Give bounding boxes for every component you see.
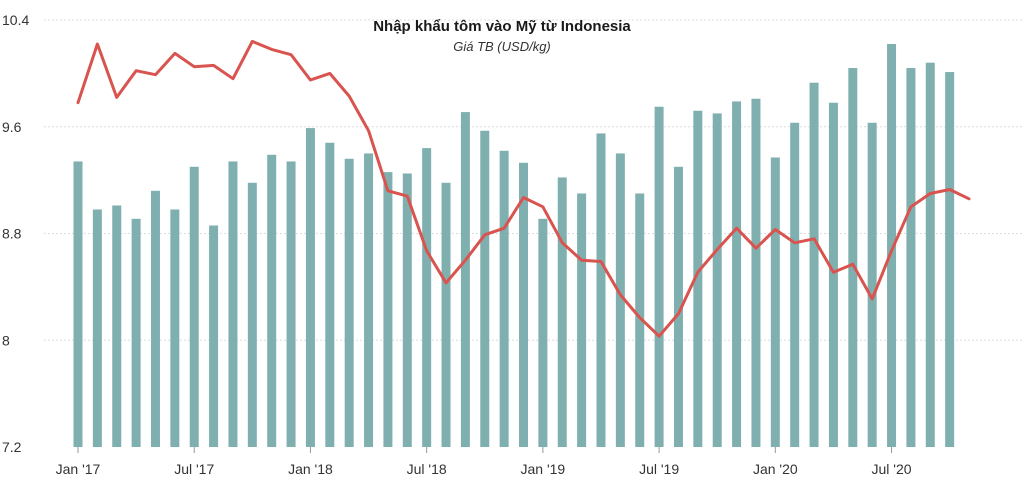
x-tick-label: Jul '20 xyxy=(872,461,912,477)
bar xyxy=(673,166,683,447)
bar xyxy=(383,172,393,447)
x-tick-label: Jul '18 xyxy=(407,461,447,477)
line-series xyxy=(76,39,971,338)
bar xyxy=(945,72,955,448)
bar xyxy=(228,161,238,447)
bar xyxy=(92,209,102,447)
y-tick-label: 8.8 xyxy=(2,226,22,242)
bar xyxy=(848,68,858,447)
bar xyxy=(828,102,838,447)
line-series-path xyxy=(76,39,971,338)
bar xyxy=(577,193,587,447)
bar xyxy=(925,62,935,447)
bar xyxy=(499,150,509,448)
bar xyxy=(480,130,490,448)
bar xyxy=(131,218,141,447)
bar xyxy=(887,44,897,448)
x-tick-label: Jan '17 xyxy=(56,461,101,477)
bar xyxy=(809,82,819,447)
bar xyxy=(615,153,625,447)
x-tick-label: Jul '19 xyxy=(639,461,679,477)
bar xyxy=(344,158,354,447)
y-tick-label: 9.6 xyxy=(2,119,22,135)
bar xyxy=(286,161,296,447)
bar xyxy=(635,193,645,447)
chart-subtitle: Giá TB (USD/kg) xyxy=(453,39,551,54)
bar xyxy=(654,106,664,447)
bar xyxy=(209,225,219,447)
bar xyxy=(906,68,916,447)
bar-series xyxy=(73,44,955,448)
bar xyxy=(247,182,257,447)
x-tick-label: Jan '20 xyxy=(753,461,798,477)
bar xyxy=(305,128,315,447)
y-axis: 10.4 9.6 8.8 8 7.2 xyxy=(2,12,29,455)
x-tick-label: Jul '17 xyxy=(174,461,214,477)
bar xyxy=(325,142,335,447)
bar xyxy=(441,182,451,447)
bar xyxy=(73,161,83,447)
bar xyxy=(751,98,761,448)
bar xyxy=(460,112,470,448)
bar xyxy=(422,148,432,447)
y-tick-label: 10.4 xyxy=(2,12,29,28)
bar xyxy=(790,122,800,447)
bar xyxy=(364,153,374,447)
bar xyxy=(267,154,277,447)
bar xyxy=(557,177,567,448)
bar xyxy=(150,190,160,448)
bar xyxy=(693,110,703,448)
bar xyxy=(519,162,529,447)
x-axis: Jan '17 Jul '17 Jan '18 Jul '18 Jan '19 Jul '… xyxy=(56,447,912,477)
bar xyxy=(189,166,199,447)
bar xyxy=(867,122,877,447)
chart-title: Nhập khẩu tôm vào Mỹ từ Indonesia xyxy=(373,18,631,35)
bar xyxy=(170,209,180,447)
bar xyxy=(112,205,122,447)
bar xyxy=(402,173,412,447)
y-tick-label: 7.2 xyxy=(2,439,22,455)
bar xyxy=(732,101,742,447)
y-tick-label: 8 xyxy=(2,332,10,348)
bar xyxy=(712,113,722,447)
x-tick-label: Jan '18 xyxy=(288,461,333,477)
gridlines xyxy=(44,19,1024,341)
bar xyxy=(596,133,606,447)
bar xyxy=(770,157,780,448)
bar xyxy=(538,218,548,447)
x-tick-label: Jan '19 xyxy=(521,461,566,477)
